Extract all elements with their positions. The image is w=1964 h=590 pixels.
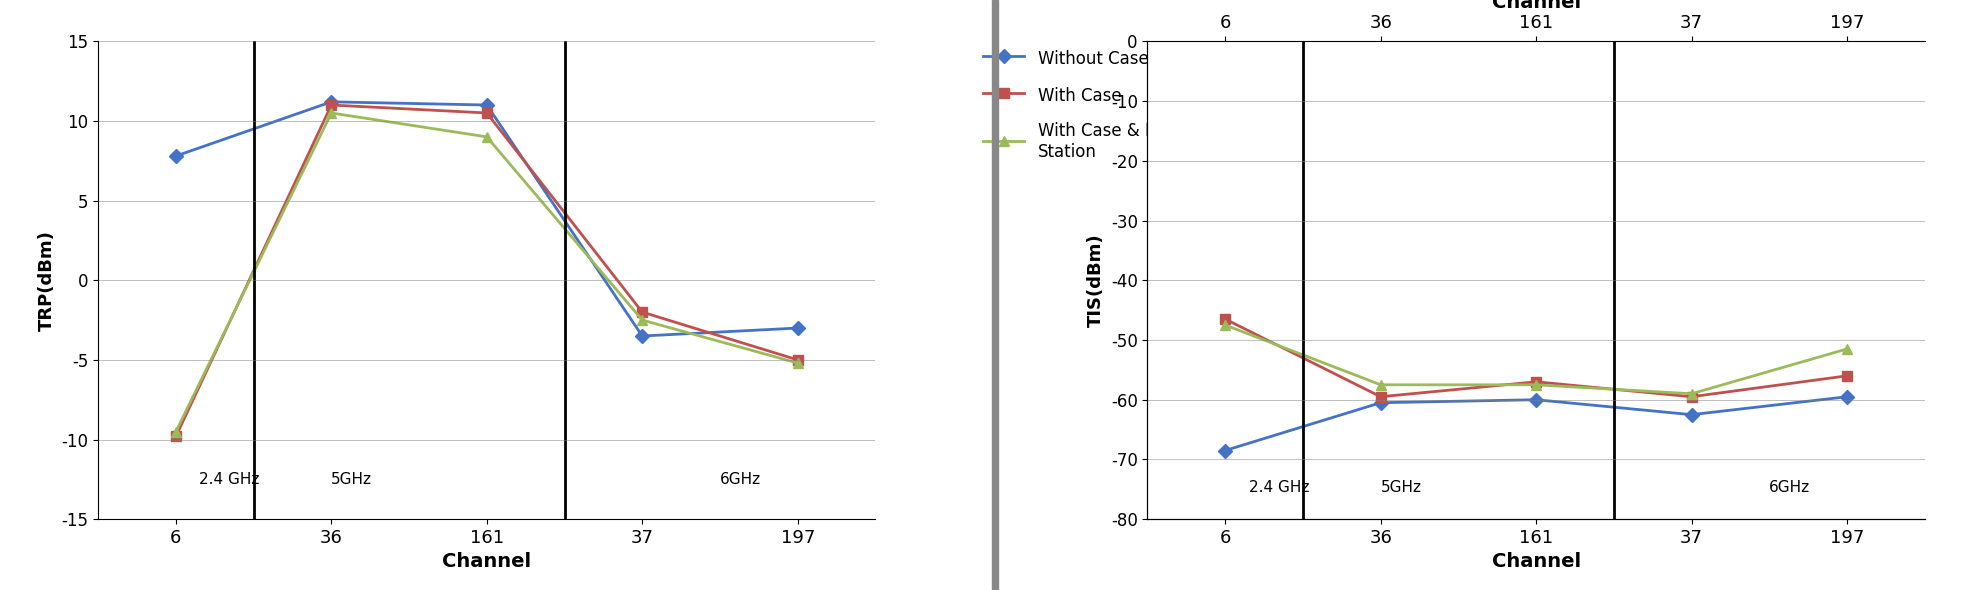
X-axis label: Channel: Channel	[442, 552, 532, 572]
Text: 2.4 GHz: 2.4 GHz	[198, 473, 259, 487]
Text: 6GHz: 6GHz	[1770, 480, 1811, 496]
Text: 6GHz: 6GHz	[721, 473, 762, 487]
Y-axis label: TIS(dBm): TIS(dBm)	[1088, 234, 1106, 327]
X-axis label: Channel: Channel	[1491, 552, 1581, 572]
X-axis label: Channel: Channel	[1491, 0, 1581, 12]
Text: 2.4 GHz: 2.4 GHz	[1249, 480, 1308, 496]
Y-axis label: TRP(dBm): TRP(dBm)	[37, 230, 55, 330]
Text: 5GHz: 5GHz	[332, 473, 373, 487]
Legend: Without Case, With Case, With Case & Base
Station: Without Case, With Case, With Case & Bas…	[974, 40, 1194, 169]
Text: 5GHz: 5GHz	[1381, 480, 1422, 496]
